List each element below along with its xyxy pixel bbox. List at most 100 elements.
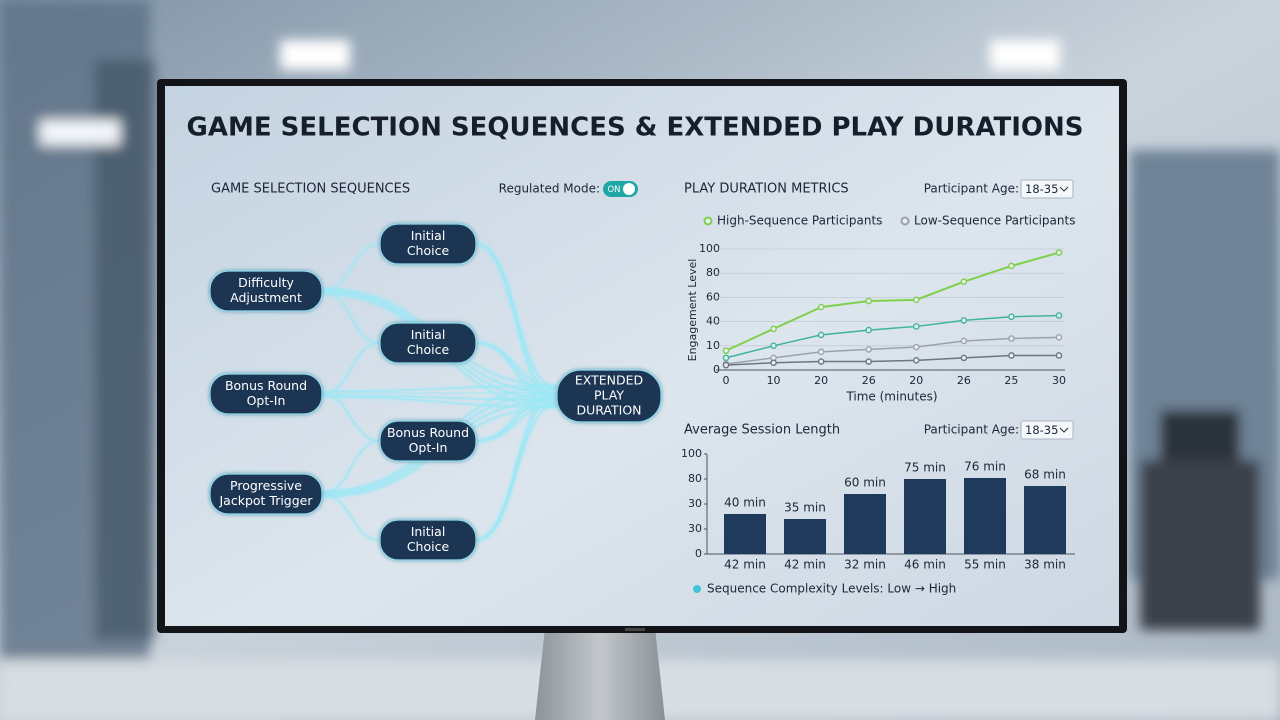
flow-heading: GAME SELECTION SEQUENCES — [211, 182, 410, 197]
x-tick-label: 55 min — [964, 558, 1006, 572]
x-tick-label: 42 min — [784, 558, 826, 572]
y-tick-label: 10 — [706, 339, 720, 352]
data-point — [960, 354, 968, 362]
data-point — [1055, 352, 1063, 359]
y-tick-label: 30 — [688, 497, 702, 510]
bar-value-label: 68 min — [1024, 468, 1066, 482]
y-tick-label: 80 — [706, 266, 720, 279]
flow-node — [556, 369, 662, 423]
node-label: Difficulty — [238, 275, 294, 290]
flow-node — [209, 373, 323, 415]
y-tick-label: 30 — [688, 522, 702, 535]
legend-dot — [693, 585, 701, 593]
data-point — [912, 323, 920, 330]
node-label: Bonus Round — [387, 425, 469, 440]
x-tick-label: 32 min — [844, 558, 886, 572]
x-tick-label: 26 — [957, 374, 971, 387]
y-tick-label: 60 — [706, 290, 720, 303]
data-point — [1008, 352, 1015, 359]
series-line — [725, 251, 1060, 352]
data-point — [817, 358, 825, 365]
filter-label: Participant Age: — [924, 423, 1019, 437]
bar — [844, 494, 886, 554]
flow-edge — [321, 394, 558, 401]
y-tick-label: 80 — [688, 472, 702, 485]
x-tick-label: 26 — [862, 374, 876, 387]
flow-edge — [321, 440, 381, 495]
data-point — [817, 303, 825, 311]
age-dropdown[interactable]: 18-35 — [1020, 420, 1074, 440]
data-point — [960, 278, 968, 285]
data-point — [770, 325, 777, 333]
y-tick-label: 100 — [681, 447, 702, 460]
data-point — [865, 358, 873, 365]
data-point — [1055, 334, 1063, 341]
bar — [904, 479, 946, 554]
x-tick-label: 30 — [1052, 374, 1066, 387]
flow-node — [209, 270, 323, 312]
x-tick-label: 10 — [767, 374, 781, 387]
flow-node — [379, 519, 477, 561]
legend-label: Low-Sequence Participants — [914, 214, 1075, 228]
dashboard-title: GAME SELECTION SEQUENCES & EXTENDED PLAY… — [187, 113, 1084, 143]
x-tick-label: 42 min — [724, 558, 766, 572]
data-point — [865, 297, 873, 305]
metrics-heading: PLAY DURATION METRICS — [684, 182, 849, 197]
node-label: Choice — [407, 342, 450, 357]
x-tick-label: 0 — [723, 374, 730, 387]
bar — [1024, 486, 1066, 554]
data-point — [770, 359, 777, 367]
legend-marker — [703, 216, 713, 226]
sessions-heading: Average Session Length — [684, 423, 840, 438]
data-point — [770, 342, 777, 350]
bar-value-label: 75 min — [904, 461, 946, 475]
bar-value-label: 35 min — [784, 501, 826, 515]
node-label: Choice — [407, 243, 450, 258]
data-point — [912, 343, 920, 351]
data-point — [865, 326, 873, 334]
node-label: Initial — [411, 228, 446, 243]
bar — [964, 478, 1006, 554]
node-label: Adjustment — [230, 290, 302, 305]
toggle-label: Regulated Mode: — [499, 182, 600, 196]
bar — [724, 514, 766, 554]
x-tick-label: 38 min — [1024, 558, 1066, 572]
regulated-toggle[interactable]: ON — [603, 181, 638, 197]
data-point — [1008, 313, 1015, 321]
node-label: DURATION — [576, 403, 641, 418]
data-point — [912, 357, 920, 364]
y-tick-label: 0 — [695, 547, 702, 560]
data-point — [817, 331, 825, 339]
complexity-legend: Sequence Complexity Levels: Low → High — [707, 582, 956, 596]
node-label: EXTENDED — [575, 373, 643, 388]
filter-value: 18-35 — [1025, 182, 1058, 196]
flow-edge — [475, 403, 558, 541]
data-point — [1008, 262, 1015, 270]
y-tick-label: 100 — [699, 242, 720, 255]
node-label: Bonus Round — [225, 378, 307, 393]
data-point — [1055, 312, 1063, 319]
data-point — [722, 361, 730, 369]
bar-value-label: 60 min — [844, 476, 886, 490]
x-axis-title: Time (minutes) — [845, 390, 937, 404]
age-dropdown[interactable]: 18-35 — [1020, 179, 1074, 199]
flow-node — [379, 223, 477, 265]
bar — [784, 519, 826, 554]
data-point — [722, 347, 730, 354]
node-label: Initial — [411, 524, 446, 539]
toggle-state: ON — [607, 185, 620, 195]
data-point — [1008, 335, 1015, 342]
node-label: Initial — [411, 327, 446, 342]
series-line — [725, 336, 1060, 365]
flow-node — [379, 420, 477, 462]
flow-edge — [475, 243, 558, 405]
x-tick-label: 46 min — [904, 558, 946, 572]
bar-value-label: 40 min — [724, 496, 766, 510]
node-label: Jackpot Trigger — [218, 493, 313, 508]
node-label: Choice — [407, 539, 450, 554]
x-tick-label: 20 — [814, 374, 828, 387]
filter-value: 18-35 — [1025, 423, 1058, 437]
